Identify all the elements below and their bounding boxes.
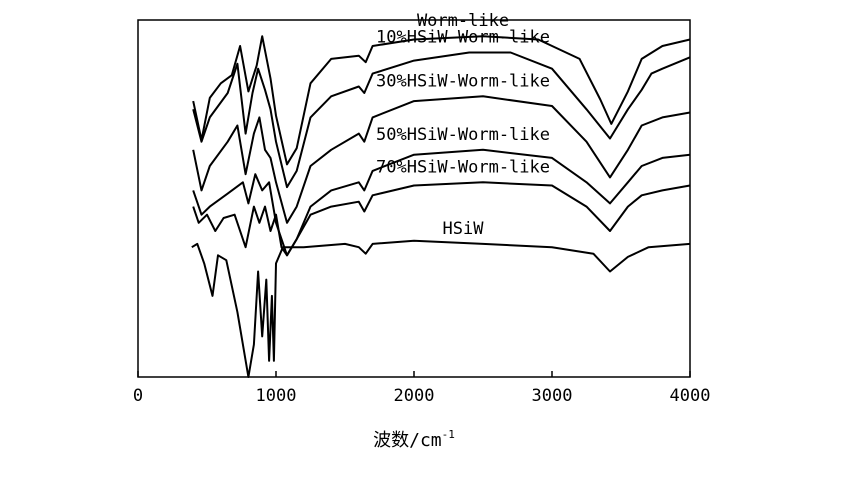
spectrum-line-4 xyxy=(192,148,691,257)
series-label-1: Worm-like xyxy=(417,11,509,31)
x-tick-label: 1000 xyxy=(256,386,297,406)
x-axis-title-text: 波数/cm xyxy=(373,430,442,451)
series-label-4: 50%HSiW-Worm-like xyxy=(376,125,550,145)
series-label-2: 10%HSiW-Worm-like xyxy=(376,27,550,47)
spectrum-traces xyxy=(191,35,691,378)
x-tick-label: 4000 xyxy=(670,386,711,406)
x-axis-title-superscript: -1 xyxy=(442,428,455,441)
x-tick-label: 3000 xyxy=(532,386,573,406)
spectrum-line-2 xyxy=(192,51,691,189)
spectrum-line-1 xyxy=(192,35,691,166)
x-tick-label: 2000 xyxy=(394,386,435,406)
spectrum-line-5 xyxy=(192,181,691,257)
x-tick-label: 0 xyxy=(133,386,143,406)
spectrum-line-3 xyxy=(192,95,691,224)
series-label-3: 30%HSiW-Worm-like xyxy=(376,71,550,91)
series-label-6: HSiW xyxy=(443,219,485,239)
x-axis-title: 波数/cm-1 xyxy=(373,428,455,451)
series-label-5: 70%HSiW-Worm-like xyxy=(376,157,550,177)
x-axis-ticks: 0 1000 2000 3000 4000 xyxy=(133,371,711,406)
spectrum-line-6 xyxy=(191,239,691,378)
